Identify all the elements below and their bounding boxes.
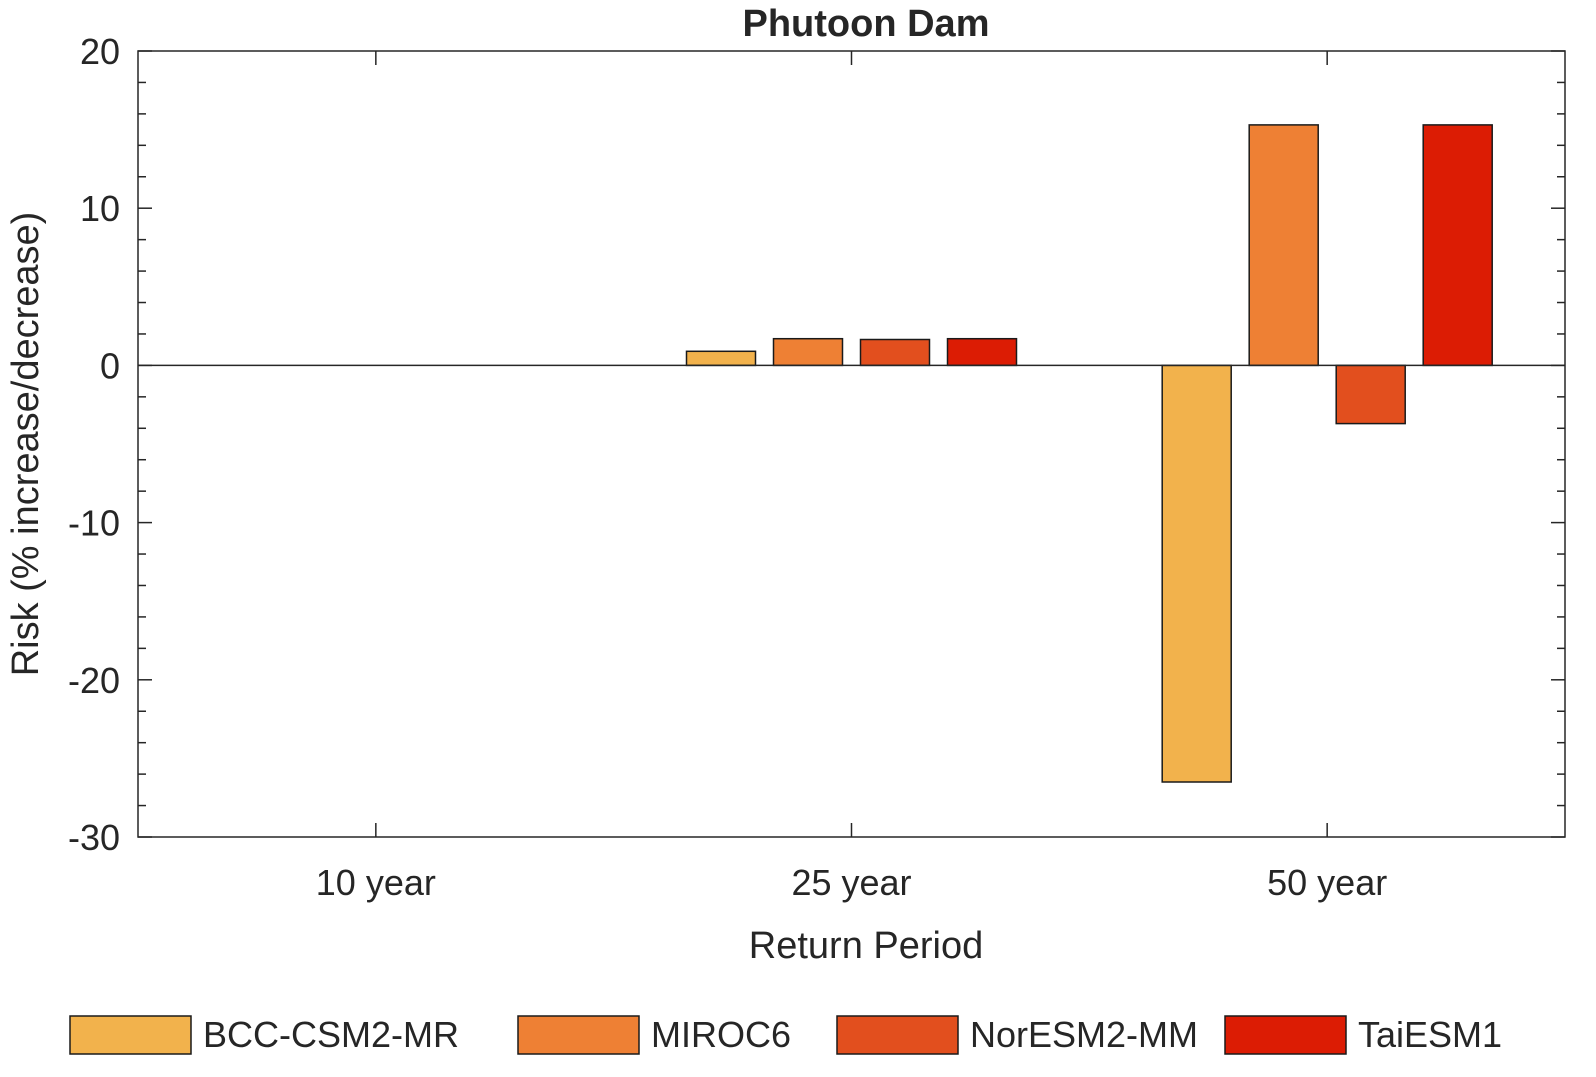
legend-entry-bcc-csm2-mr: BCC-CSM2-MR: [69, 1014, 459, 1055]
bar-miroc6-25-year: [772, 337, 844, 367]
bar-bcc-csm2-mr-50-year: [1161, 364, 1232, 783]
legend-swatch: [1224, 1015, 1347, 1055]
legend-entry-taiesm1: TaiESM1: [1224, 1014, 1502, 1055]
x-axis-label: Return Period: [749, 925, 983, 967]
y-tick-label: 0: [100, 345, 120, 386]
legend-label: NorESM2-MM: [970, 1014, 1198, 1055]
y-tick-label: 20: [80, 31, 120, 72]
x-tick-label: 10 year: [316, 862, 436, 903]
plot-area: -30 -20 -10 0 10 20 10 year 25 year 50 year: [68, 31, 1566, 903]
legend-entry-noresm2-mm: NorESM2-MM: [836, 1014, 1198, 1055]
legend-label: BCC-CSM2-MR: [203, 1014, 459, 1055]
bar-noresm2-mm-25-year: [859, 338, 931, 367]
bar-noresm2-mm-50-year: [1335, 364, 1406, 425]
bar-taiesm1-25-year: [946, 337, 1018, 367]
legend-label: MIROC6: [651, 1014, 791, 1055]
y-tick-label: 10: [80, 188, 120, 229]
x-tick-label: 50 year: [1267, 862, 1387, 903]
chart-title: Phutoon Dam: [743, 3, 990, 45]
bar-bcc-csm2-mr-25-year: [685, 350, 757, 367]
legend-swatch: [517, 1015, 640, 1055]
y-tick-label: -10: [68, 503, 120, 544]
legend-entry-miroc6: MIROC6: [517, 1014, 791, 1055]
legend-swatch: [836, 1015, 959, 1055]
y-tick-label: -30: [68, 817, 120, 858]
bar-miroc6-50-year: [1248, 124, 1319, 367]
legend-label: TaiESM1: [1358, 1014, 1502, 1055]
legend: BCC-CSM2-MR MIROC6 NorESM2-MM TaiESM1: [69, 1014, 1502, 1055]
bar-taiesm1-50-year: [1422, 124, 1493, 367]
x-tick-label: 25 year: [791, 862, 911, 903]
y-tick-label: -20: [68, 660, 120, 701]
legend-swatch: [69, 1015, 192, 1055]
axes-box: [137, 50, 1566, 838]
y-axis-label: Risk (% increase/decrease): [5, 212, 47, 677]
